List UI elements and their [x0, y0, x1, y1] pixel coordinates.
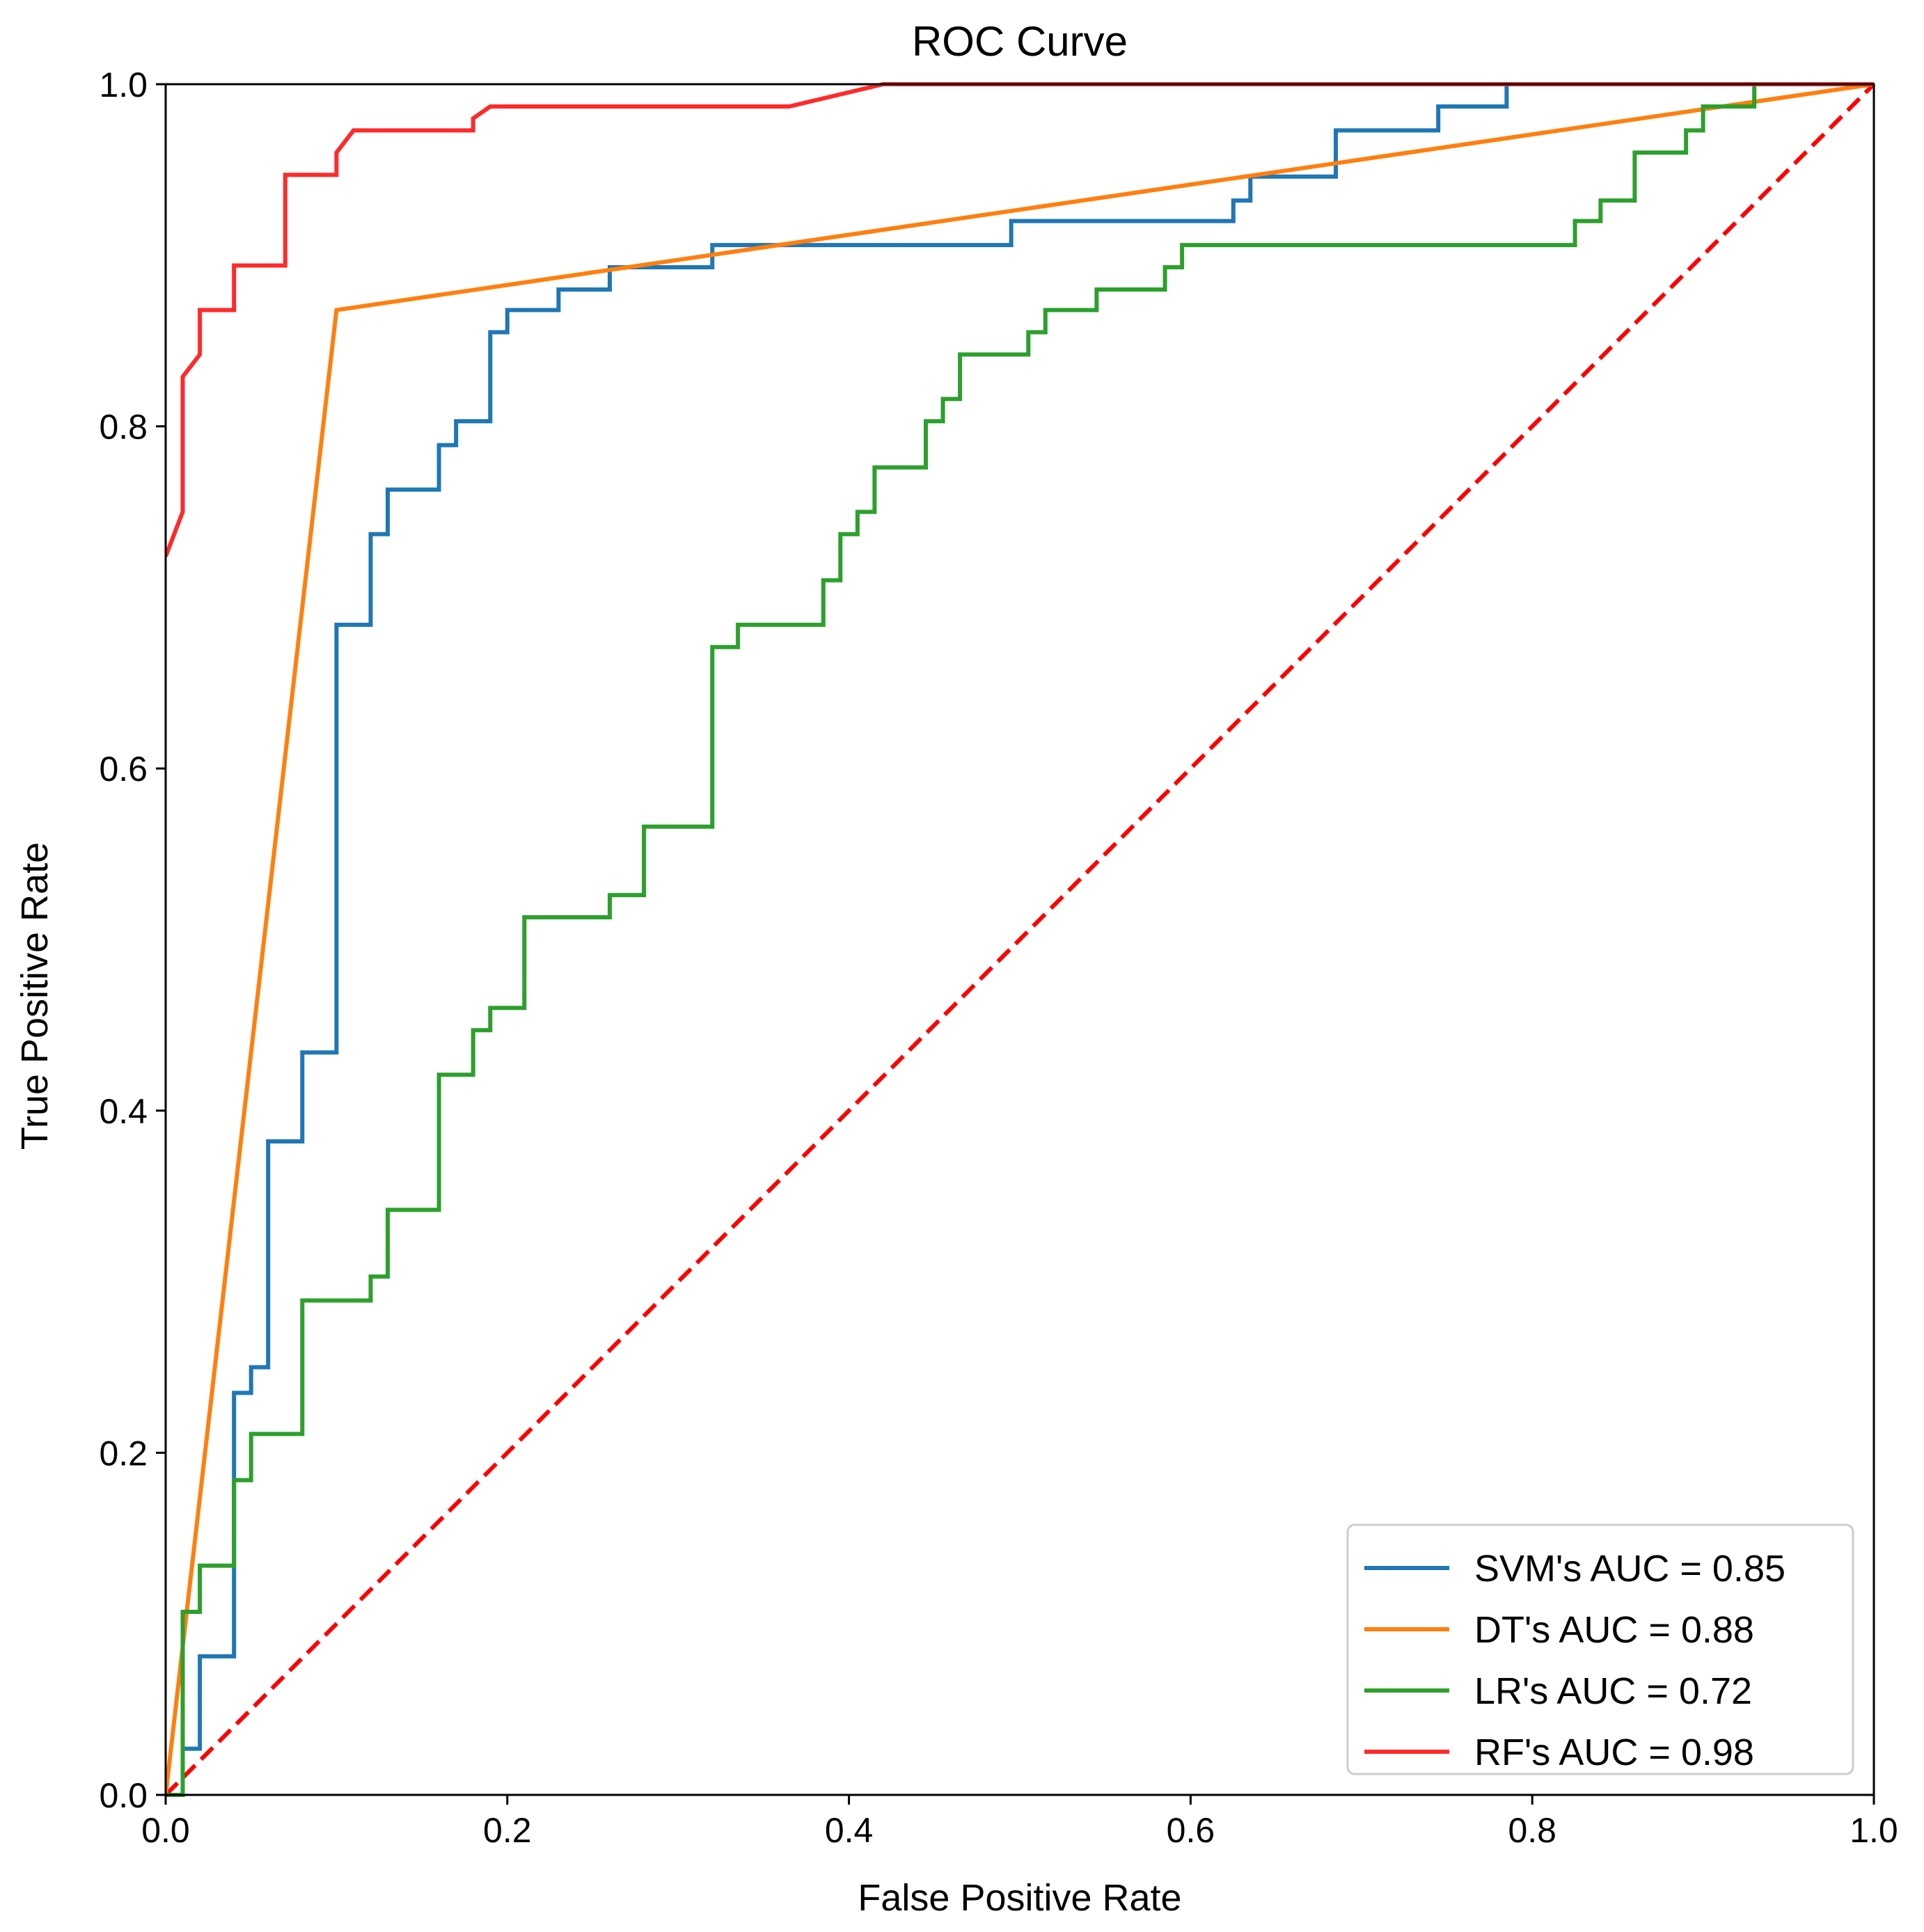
series-line-0	[166, 82, 1874, 1797]
legend-label-3: RF's AUC = 0.98	[1474, 1732, 1754, 1773]
x-tick-label-4: 0.8	[1508, 1811, 1556, 1850]
x-axis-label: False Positive Rate	[858, 1877, 1181, 1919]
x-tick-label-0: 0.0	[141, 1811, 190, 1850]
x-tick-label-3: 0.6	[1167, 1811, 1215, 1850]
legend-label-1: DT's AUC = 0.88	[1474, 1609, 1754, 1651]
y-axis-label: True Positive Rate	[14, 842, 56, 1150]
x-tick-label-1: 0.2	[483, 1811, 532, 1850]
y-tick-label-4: 0.8	[99, 408, 148, 447]
plot-frame	[164, 83, 1875, 1796]
y-tick-label-2: 0.4	[99, 1092, 148, 1131]
y-tick-label-0: 0.0	[99, 1776, 148, 1815]
series-line-2	[166, 82, 1874, 1797]
plot-area: 0.0 0.2 0.4 0.6 0.8 1.0 0.0 0.2 0.4 0.6 0.8 1.0 SVM'…	[99, 65, 1898, 1850]
x-tick-label-5: 1.0	[1850, 1811, 1898, 1850]
chart-title: ROC Curve	[912, 18, 1128, 65]
series-line-3	[166, 82, 1874, 557]
series-line-1	[166, 82, 1875, 1796]
legend-label-0: SVM's AUC = 0.85	[1474, 1548, 1785, 1590]
x-tick-label-2: 0.4	[825, 1811, 874, 1850]
y-tick-label-1: 0.2	[99, 1434, 148, 1473]
legend-box	[1346, 1523, 1854, 1775]
legend: SVM's AUC = 0.85 DT's AUC = 0.88 LR's AUC …	[1346, 1523, 1854, 1775]
legend-label-2: LR's AUC = 0.72	[1474, 1670, 1752, 1712]
reference-diagonal-line	[166, 82, 1876, 1797]
y-tick-label-3: 0.6	[99, 750, 148, 789]
y-tick-label-5: 1.0	[99, 65, 148, 104]
